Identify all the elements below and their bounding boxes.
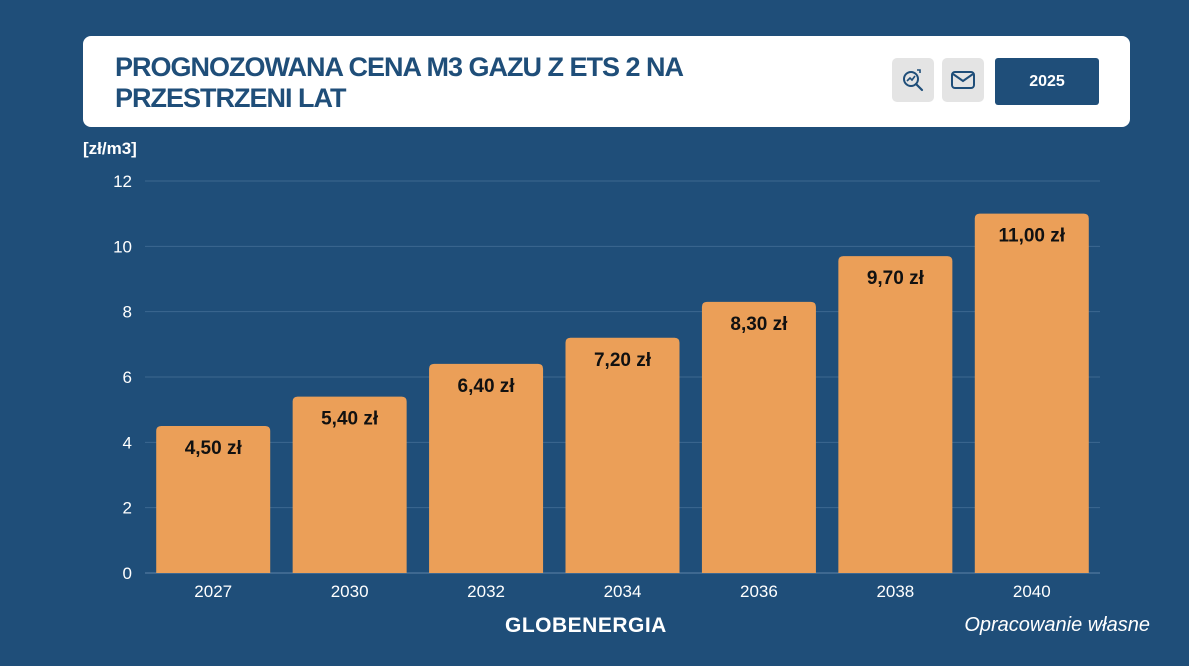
zoom-chart-button[interactable] (892, 58, 934, 102)
data-label-2032: 6,40 zł (458, 376, 516, 397)
chart-title-line2: PRZESTRZENI LAT (115, 83, 347, 113)
globenergia-logo: GLOBENERGIA (505, 614, 667, 637)
x-tick-label: 2036 (740, 582, 778, 601)
y-tick-label: 8 (123, 303, 132, 322)
y-axis-unit-label: [zł/m3] (83, 139, 137, 158)
y-tick-label: 2 (123, 499, 132, 518)
x-tick-label: 2030 (331, 582, 369, 601)
y-tick-label: 4 (123, 433, 132, 452)
bar-2038 (838, 256, 953, 573)
data-label-2027: 4,50 zł (185, 438, 243, 459)
bar-2030 (292, 396, 407, 573)
data-label-2038: 9,70 zł (867, 268, 925, 289)
x-axis-ticks: 2027 2030 2032 2034 2036 2038 2040 (194, 582, 1050, 601)
bar-2032 (429, 363, 544, 573)
data-label-2040: 11,00 zł (999, 226, 1066, 247)
bar-2034 (565, 337, 680, 573)
bar-2036 (701, 301, 816, 573)
chart-title-line1: PROGNOZOWANA CENA M3 GAZU Z ETS 2 NA (115, 52, 684, 82)
x-tick-label: 2027 (194, 582, 232, 601)
x-tick-label: 2034 (604, 582, 642, 601)
source-note: Opracowanie własne (964, 614, 1150, 636)
chart-header: PROGNOZOWANA CENA M3 GAZU Z ETS 2 NA PRZ… (83, 36, 1130, 127)
data-label-2030: 5,40 zł (321, 409, 379, 430)
bar-2040 (974, 213, 1089, 573)
zoom-chart-icon (903, 69, 924, 92)
y-tick-label: 6 (123, 368, 132, 387)
bar-2027 (156, 426, 271, 573)
mail-button[interactable] (942, 58, 984, 102)
x-tick-label: 2038 (876, 582, 914, 601)
x-tick-label: 2040 (1013, 582, 1051, 601)
data-label-2036: 8,30 zł (730, 314, 788, 335)
data-labels: 4,50 zł 5,40 zł 6,40 zł 7,20 zł 8,30 zł 9,70 … (185, 226, 1066, 459)
y-tick-label: 0 (123, 564, 132, 583)
year-button[interactable]: 2025 (995, 58, 1099, 105)
y-tick-label: 12 (113, 172, 132, 191)
x-tick-label: 2032 (467, 582, 505, 601)
chart-title: PROGNOZOWANA CENA M3 GAZU Z ETS 2 NA PRZ… (115, 52, 815, 114)
y-tick-label: 10 (113, 237, 132, 256)
bars (156, 213, 1089, 573)
mail-icon (951, 71, 975, 89)
data-label-2034: 7,20 zł (594, 350, 652, 371)
y-axis-ticks: 0 2 4 6 8 10 12 (113, 172, 132, 583)
